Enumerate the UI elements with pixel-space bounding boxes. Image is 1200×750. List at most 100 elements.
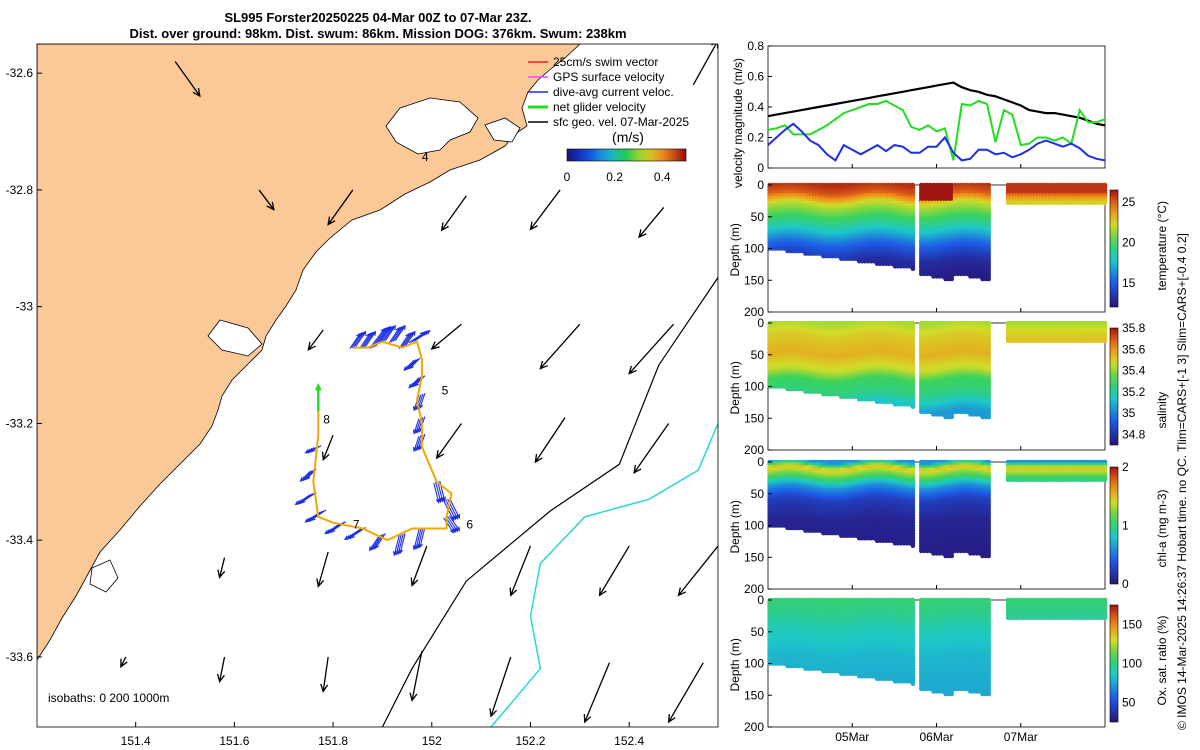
velocity-series-net xyxy=(767,99,1106,161)
geo-vector-arrow xyxy=(598,545,630,597)
current-vector-arrow xyxy=(404,330,416,347)
current-vector-arrow xyxy=(384,324,396,341)
geo-vector-arrow xyxy=(539,323,581,370)
current-vector-arrow xyxy=(365,330,377,347)
section-ytick-label: 100 xyxy=(744,242,764,256)
map-tick-layer: 151.4 151.6 151.8 152 152.2 152.4-32.6-32.8-3… xyxy=(6,66,645,748)
current-vector-layer xyxy=(294,324,461,557)
section-colorbar xyxy=(1109,189,1119,308)
profile-sample xyxy=(986,276,991,282)
current-vector-arrow xyxy=(398,533,406,555)
section-profiles xyxy=(767,182,1108,282)
day-label: 7 xyxy=(353,518,360,532)
geo-vector-arrow xyxy=(174,61,201,98)
geo-vector-arrow xyxy=(677,545,718,597)
isobath-200 xyxy=(381,277,718,727)
geo-vector-arrow xyxy=(120,656,128,669)
map-frame xyxy=(36,43,719,728)
current-vector-arrow xyxy=(449,515,461,532)
section-ylabel: Depth (m) xyxy=(728,223,742,276)
geo-vector-arrow xyxy=(667,662,704,724)
speed-colorbar-ticks: 0 0.2 0.4 xyxy=(564,170,671,184)
current-vector-arrow xyxy=(449,498,460,520)
section-colorbar-tick-label: 15 xyxy=(1122,276,1136,290)
map-xtick-label: 152.2 xyxy=(515,734,545,748)
net-velocity-arrow xyxy=(315,383,322,412)
geo-vector-arrow xyxy=(322,434,334,462)
day-label: 4 xyxy=(422,150,429,164)
section-colorbar-tick-label: 25 xyxy=(1122,195,1136,209)
speed-colorbar-tick-label: 0 xyxy=(564,170,571,184)
profile-sample xyxy=(1102,200,1108,206)
geo-vector-arrow xyxy=(307,329,324,351)
map-xtick-label: 152 xyxy=(422,734,442,748)
section-ytick-label: 0 xyxy=(757,178,764,192)
geo-vector-arrow xyxy=(440,195,467,232)
velocity-ytick-label: 0.6 xyxy=(747,70,764,84)
legend-net: net glider velocity xyxy=(528,100,646,114)
geo-vector-arrow xyxy=(216,656,226,684)
profile-sample xyxy=(910,404,916,410)
velocity-ytick-label: 0.8 xyxy=(747,39,764,53)
title-line-1: SL995 Forster20250225 04-Mar 00Z to 07-M… xyxy=(224,10,531,25)
geo-vector-arrow xyxy=(327,189,354,226)
current-vector-arrow xyxy=(414,330,431,342)
geo-vector-arrow xyxy=(320,656,329,693)
geo-vector-arrow xyxy=(217,557,226,579)
section-colorbar-tick-label: 20 xyxy=(1122,235,1136,249)
current-vector-arrow xyxy=(418,527,426,549)
legend-net-label: net glider velocity xyxy=(553,100,646,114)
legend-geo-label: sfc geo. vel. 07-Mar-2025 xyxy=(553,115,689,129)
velocity-lines xyxy=(767,81,1106,162)
geo-vector-arrow xyxy=(258,189,275,211)
side-note: © IMOS 14-Mar-2025 14:26:37 Hobart time.… xyxy=(1175,233,1189,730)
title-line-2: Dist. over ground: 98km. Dist. swum: 86k… xyxy=(129,26,626,41)
profile-sample xyxy=(910,266,916,272)
lake-large xyxy=(385,97,479,155)
velocity-ytick-label: 0.4 xyxy=(747,100,764,114)
geo-vector-layer xyxy=(120,44,718,724)
current-vector-arrow xyxy=(300,491,317,504)
geo-vector-arrow xyxy=(534,417,566,464)
profile-sample xyxy=(949,414,954,420)
colorbar-label: (m/s) xyxy=(612,129,644,145)
map-xtick-label: 151.8 xyxy=(318,734,348,748)
geo-vector-arrow xyxy=(628,323,675,375)
map-xtick-label: 151.4 xyxy=(121,734,151,748)
geo-vector-arrow xyxy=(435,423,462,460)
isobath-note: isobaths: 0 200 1000m xyxy=(48,691,169,705)
lake-small xyxy=(484,117,521,143)
inlet-shape xyxy=(89,559,119,593)
legend-swim-label: 25cm/s swim vector xyxy=(553,55,658,69)
velocity-panel: 00.20.40.60.8 velocity magnitude (m/s) xyxy=(731,39,1106,188)
map-ytick-label: -32.6 xyxy=(6,66,34,80)
section-ytick-label: 150 xyxy=(744,273,764,287)
legend-gps: GPS surface velocity xyxy=(528,70,664,84)
legend-swim: 25cm/s swim vector xyxy=(528,55,658,69)
map-ytick-label: -33.2 xyxy=(6,416,34,430)
geo-vector-arrow xyxy=(409,650,423,702)
current-vector-arrow xyxy=(418,393,426,410)
geo-vector-arrow xyxy=(633,423,670,475)
section-colorbar-label: temperature (°C) xyxy=(1155,201,1169,291)
profile-sample xyxy=(949,276,954,282)
geo-vector-arrow xyxy=(509,545,532,597)
geo-vector-arrow xyxy=(430,323,462,350)
map-xtick-label: 151.6 xyxy=(219,734,249,748)
day-label: 8 xyxy=(323,412,330,426)
speed-colorbar xyxy=(566,148,687,162)
speed-colorbar-tick-label: 0.4 xyxy=(654,170,671,184)
geo-vector-arrow xyxy=(529,189,561,231)
velocity-ytick-label: 0 xyxy=(757,161,764,175)
legend-current: dive-avg current veloc. xyxy=(528,85,674,99)
isobath-1000 xyxy=(490,423,718,727)
velocity-ticks: 0 0.2 0.4 0.6 0.8 xyxy=(747,39,772,175)
velocity-ytick-label: 0.2 xyxy=(747,131,764,145)
geo-vector-arrow xyxy=(410,545,428,587)
map-ytick-label: -32.8 xyxy=(6,183,34,197)
current-vector-arrow xyxy=(394,324,406,341)
